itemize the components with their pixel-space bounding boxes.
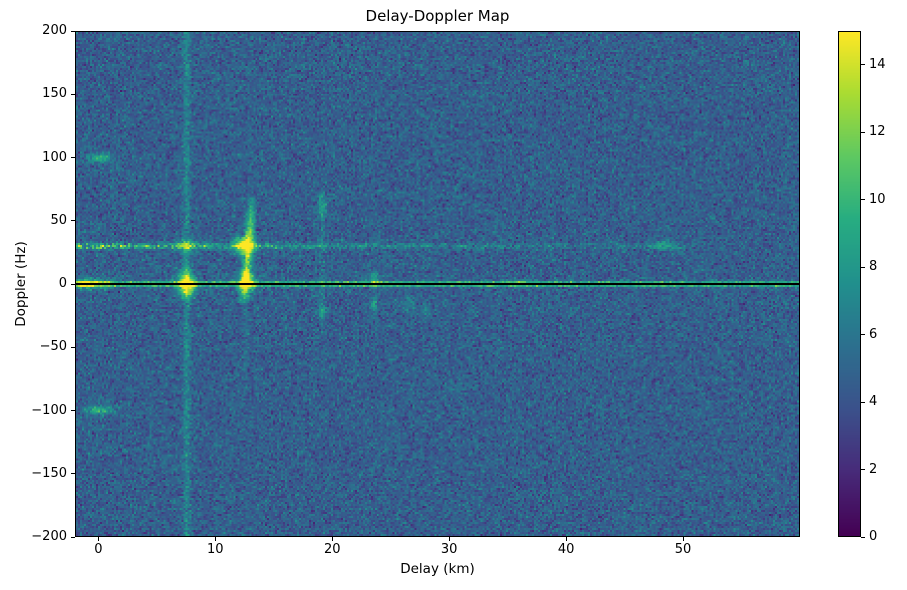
y-tick-mark	[71, 346, 75, 348]
y-tick-label: 200	[42, 23, 67, 38]
x-tick-label: 50	[674, 542, 692, 557]
colorbar-tick-label: 8	[869, 259, 878, 275]
colorbar-tick-mark	[861, 131, 865, 133]
colorbar-tick-label: 4	[869, 394, 878, 410]
y-tick-mark	[71, 536, 75, 538]
y-tick-mark	[71, 93, 75, 95]
x-tick-mark	[449, 537, 451, 541]
x-tick-mark	[332, 537, 334, 541]
colorbar-tick-mark	[861, 266, 865, 268]
x-tick-label: 40	[557, 542, 575, 557]
colorbar-tick-mark	[861, 401, 865, 403]
y-tick-mark	[71, 157, 75, 158]
x-tick-label: 0	[94, 542, 103, 557]
y-tick-label: −200	[31, 529, 67, 544]
x-axis-label: Delay (km)	[400, 561, 475, 577]
y-tick-label: 150	[42, 86, 67, 102]
x-tick-mark	[566, 537, 568, 541]
colorbar-tick-label: 14	[869, 56, 886, 72]
colorbar-tick-label: 6	[869, 326, 878, 342]
y-tick-mark	[71, 220, 75, 222]
y-tick-label: 50	[50, 212, 67, 228]
y-tick-mark	[71, 473, 75, 475]
heatmap	[75, 31, 800, 537]
y-tick-label: −100	[31, 402, 67, 418]
colorbar-tick-label: 2	[869, 461, 878, 477]
y-tick-mark	[71, 283, 75, 285]
colorbar-tick-label: 0	[869, 529, 878, 544]
colorbar	[838, 31, 861, 537]
colorbar-canvas	[839, 32, 860, 536]
x-tick-label: 30	[440, 542, 458, 557]
colorbar-tick-mark	[861, 199, 865, 201]
colorbar-tick-label: 10	[869, 191, 886, 207]
y-tick-label: −50	[39, 339, 67, 355]
colorbar-tick-label: 12	[869, 124, 886, 140]
y-tick-label: −150	[31, 465, 67, 481]
colorbar-tick-mark	[861, 469, 865, 471]
y-tick-label: 0	[58, 276, 67, 291]
x-tick-mark	[683, 537, 685, 541]
plot-title: Delay-Doppler Map	[365, 7, 510, 25]
y-tick-mark	[71, 410, 75, 411]
colorbar-tick-mark	[861, 536, 865, 538]
y-tick-mark	[71, 30, 75, 32]
y-tick-label: 100	[42, 149, 67, 165]
heatmap-canvas	[76, 32, 799, 536]
x-tick-label: 10	[207, 542, 224, 557]
x-tick-mark	[215, 537, 217, 541]
colorbar-tick-mark	[861, 64, 865, 66]
x-tick-mark	[98, 537, 100, 541]
x-tick-label: 20	[323, 542, 341, 557]
colorbar-tick-mark	[861, 334, 865, 336]
